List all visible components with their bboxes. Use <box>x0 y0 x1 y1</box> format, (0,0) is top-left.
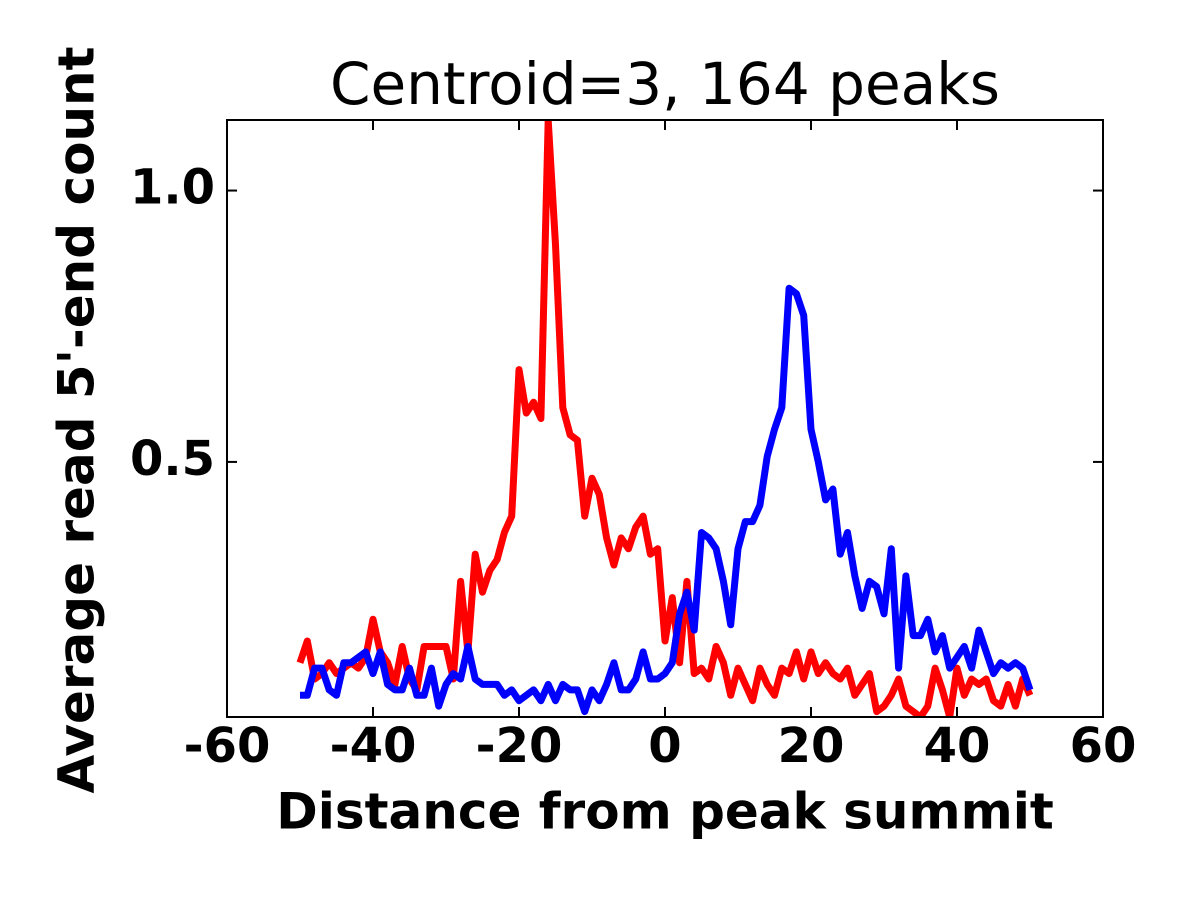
y-tick-label: 0.5 <box>130 431 215 487</box>
x-tick-label: -60 <box>184 718 271 774</box>
x-tick-label: -40 <box>330 718 417 774</box>
x-tick-label: -20 <box>476 718 563 774</box>
plot-lines <box>296 120 1034 717</box>
x-tick-label: 0 <box>648 718 681 774</box>
chart-title: Centroid=3, 164 peaks <box>330 50 1000 118</box>
x-tick-label: 60 <box>1070 718 1137 774</box>
x-axis-label: Distance from peak summit <box>276 783 1054 841</box>
data-line <box>300 284 1034 716</box>
x-tick-label: 20 <box>778 718 845 774</box>
data-line <box>296 120 1034 717</box>
y-tick-label: 1.0 <box>130 160 215 216</box>
x-tick-label: 40 <box>924 718 991 774</box>
y-axis-label: Average read 5'-end count <box>48 46 106 793</box>
